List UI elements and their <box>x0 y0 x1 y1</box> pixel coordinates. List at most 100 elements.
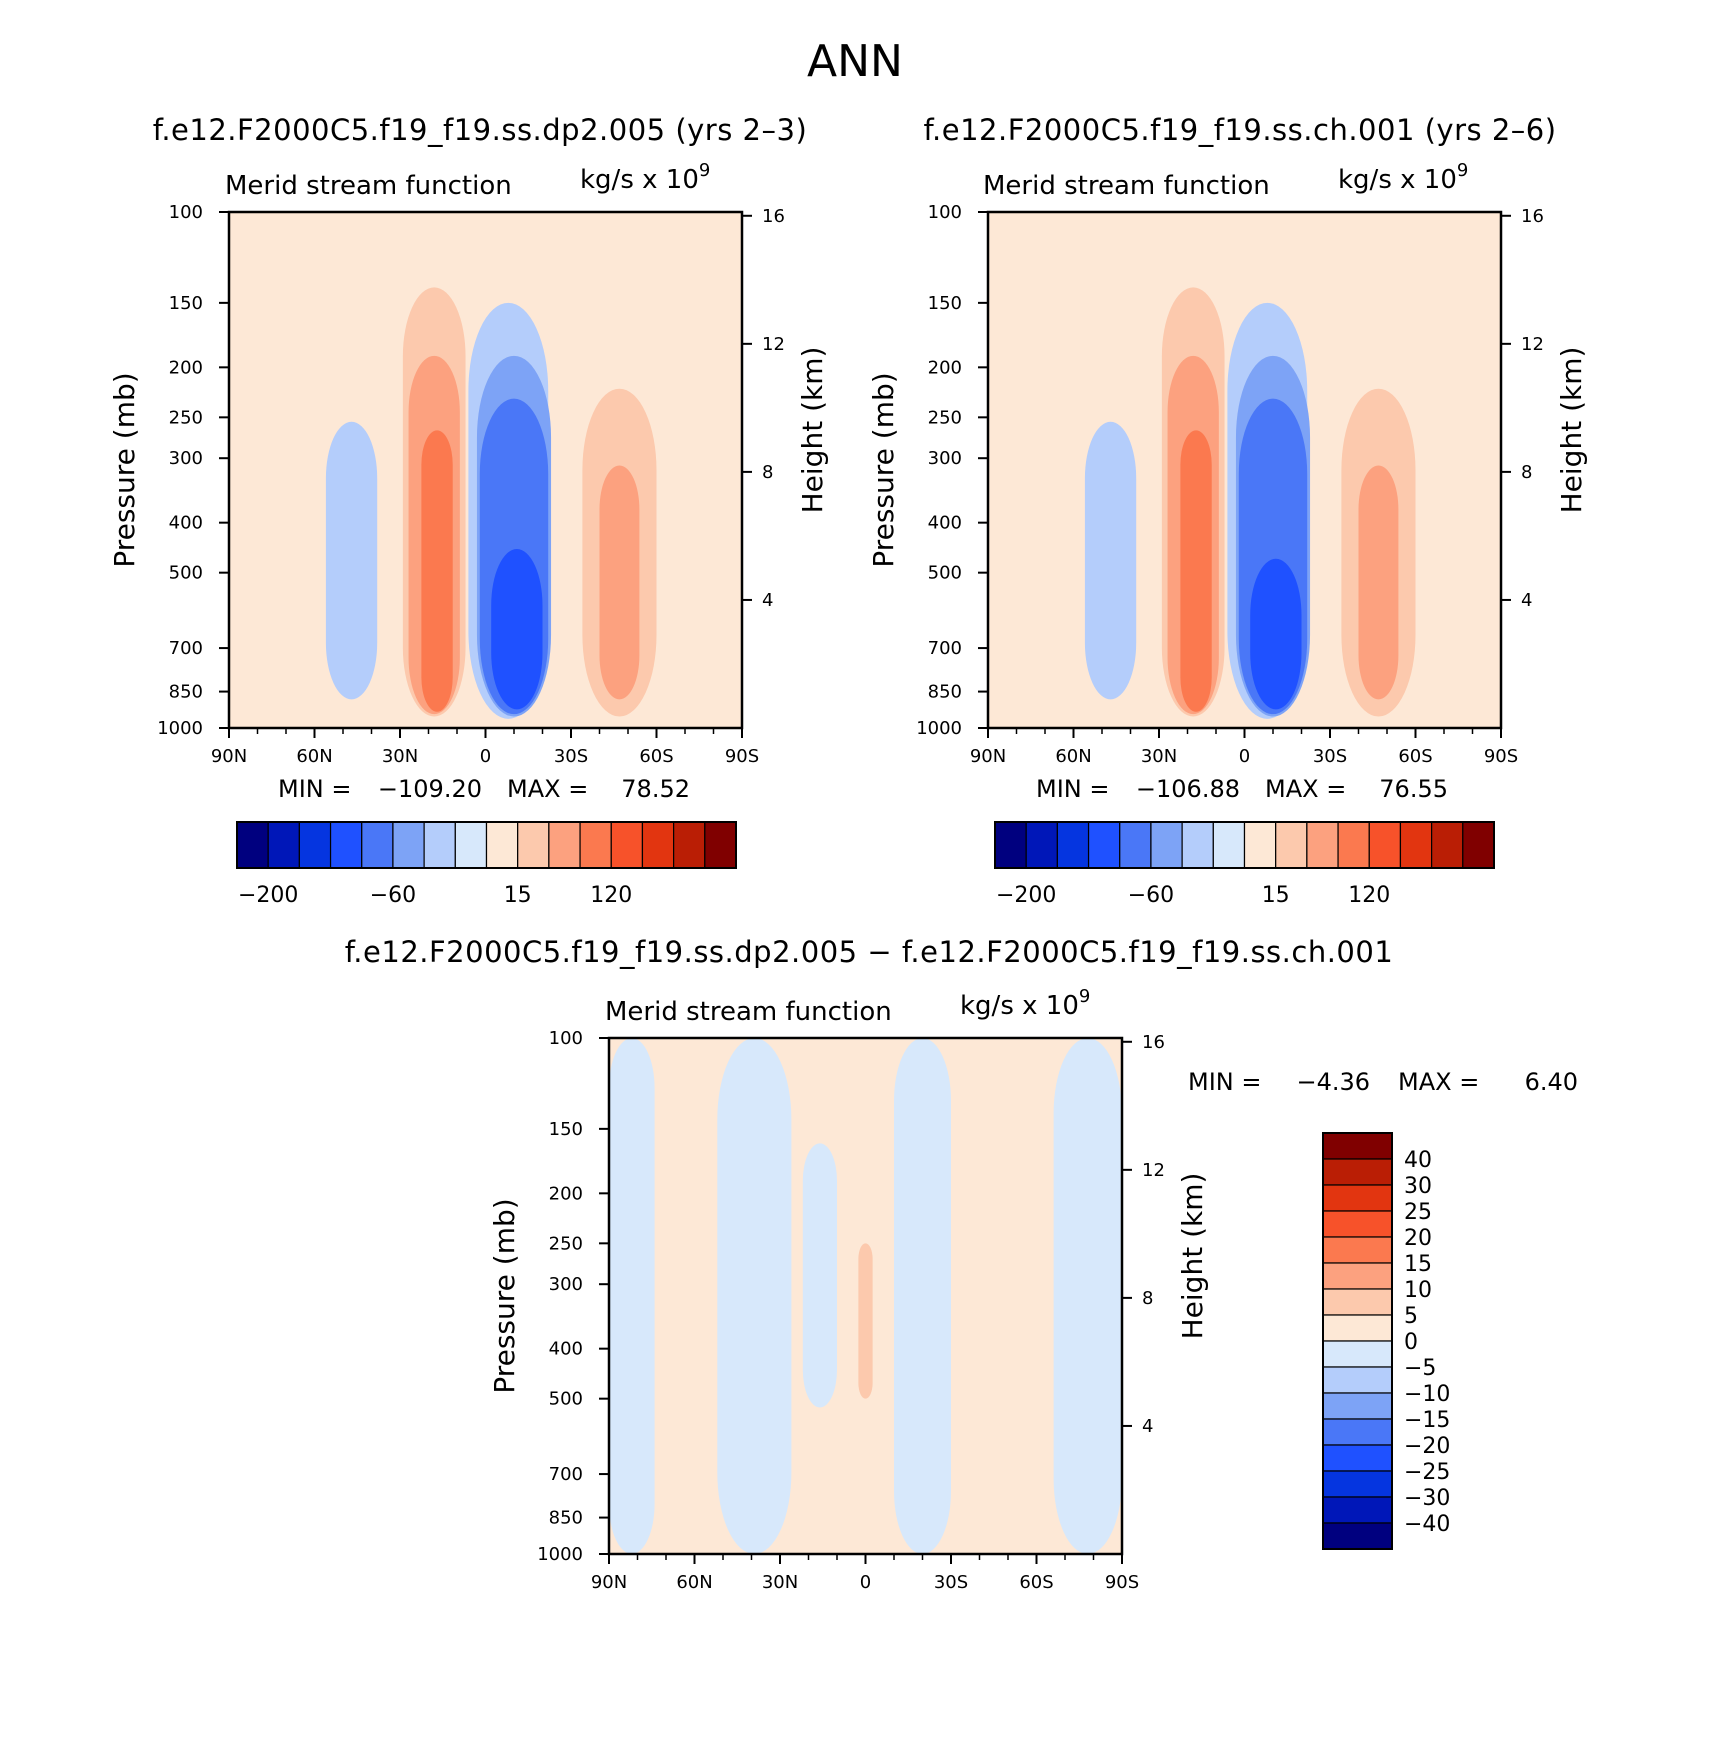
colorbar-swatch <box>1087 821 1121 869</box>
y-tick-label: 300 <box>928 448 962 469</box>
colorbar-swatch <box>298 821 332 869</box>
colorbar-swatch <box>1322 1288 1393 1316</box>
colorbar-frame <box>236 821 737 869</box>
y-tick-label: 100 <box>928 202 962 223</box>
x-tick-label: 0 <box>1239 746 1250 767</box>
panel-3-title: f.e12.F2000C5.f19_f19.ss.dp2.005 − f.e12… <box>345 935 1394 969</box>
panel-3-min-label: MIN = <box>1188 1068 1261 1096</box>
colorbar-label: 120 <box>590 883 632 908</box>
contour-cells <box>609 1038 1122 1554</box>
y-tick-label: 100 <box>549 1028 583 1049</box>
colorbar-swatch <box>1212 821 1246 869</box>
colorbar-label: −5 <box>1404 1356 1436 1381</box>
colorbar-swatch <box>1150 821 1183 869</box>
colorbar-swatch <box>548 821 581 869</box>
panel-1-min-label: MIN = <box>278 775 351 803</box>
panel-1-title: f.e12.F2000C5.f19_f19.ss.dp2.005 (yrs 2–… <box>153 113 808 147</box>
colorbar-label: −25 <box>1404 1460 1450 1485</box>
y-tick-label: 700 <box>928 638 962 659</box>
panel-2: f.e12.F2000C5.f19_f19.ss.ch.001 (yrs 2–6… <box>867 113 1588 908</box>
x-tick-label: 30S <box>554 746 588 767</box>
y-tick-label: 500 <box>549 1389 583 1410</box>
panel-1-max-value: 78.52 <box>621 775 690 803</box>
y-tick-label: 100 <box>169 202 203 223</box>
y-tick-label: 250 <box>549 1233 583 1254</box>
panel-3-max-value: 6.40 <box>1525 1068 1578 1096</box>
y-tick-label: 150 <box>169 293 203 314</box>
contour-cell <box>894 1038 951 1554</box>
colorbar-label: −200 <box>996 883 1056 908</box>
y-tick-label: 200 <box>549 1183 583 1204</box>
colorbar-swatch <box>392 821 425 869</box>
colorbar-label: −20 <box>1404 1434 1450 1459</box>
panel-1-subtitle: Merid stream function <box>225 171 512 201</box>
colorbar-swatch <box>1181 821 1214 869</box>
colorbar-swatch <box>1025 821 1058 869</box>
colorbar-swatch <box>485 821 519 869</box>
y2-tick-label: 4 <box>1521 590 1532 611</box>
y2-tick-label: 8 <box>1142 1288 1153 1309</box>
y-tick-label: 850 <box>928 682 962 703</box>
y-tick-label: 1000 <box>916 718 962 739</box>
colorbar-swatch <box>579 821 612 869</box>
colorbar-label: 120 <box>1348 883 1390 908</box>
contour-cell <box>491 549 543 710</box>
y-tick-label: 250 <box>169 407 203 428</box>
y-tick-label: 400 <box>549 1339 583 1360</box>
colorbar-label: 40 <box>1404 1148 1432 1173</box>
y2-axis-label: Height (km) <box>1555 347 1588 514</box>
colorbar-swatch <box>1322 1184 1393 1212</box>
colorbar-swatch <box>1322 1444 1393 1472</box>
colorbar-swatch <box>1368 821 1402 869</box>
colorbar-swatch <box>1322 1340 1393 1368</box>
x-tick-label: 90S <box>1105 1572 1139 1593</box>
colorbar-swatch <box>673 821 706 869</box>
panel-3: f.e12.F2000C5.f19_f19.ss.dp2.005 − f.e12… <box>345 935 1578 1593</box>
x-tick-label: 30N <box>762 1572 798 1593</box>
colorbar-label: 0 <box>1404 1330 1418 1355</box>
colorbar-swatch <box>1322 1314 1393 1342</box>
y2-axis-label: Height (km) <box>796 347 829 514</box>
y-axis-label: Pressure (mb) <box>488 1198 521 1393</box>
colorbar-swatch <box>1322 1132 1393 1160</box>
y2-tick-label: 16 <box>1521 206 1544 227</box>
colorbar-label: 25 <box>1404 1200 1432 1225</box>
panel-2-plot-area: 90N 60N 30N 0 30S 60S 90S 100 150 200 250 300 400 500… <box>867 202 1588 767</box>
x-tick-label: 30S <box>1313 746 1347 767</box>
panel-3-units: kg/s x 109 <box>960 986 1090 1021</box>
y2-tick-label: 16 <box>762 206 785 227</box>
colorbar-label: 20 <box>1404 1226 1432 1251</box>
y-tick-label: 150 <box>549 1119 583 1140</box>
colorbar-label: −30 <box>1404 1486 1450 1511</box>
y-tick-label: 300 <box>549 1274 583 1295</box>
x-tick-label: 60N <box>676 1572 712 1593</box>
x-tick-label: 60N <box>296 746 332 767</box>
y2-tick-label: 8 <box>762 462 773 483</box>
colorbar-swatch <box>1322 1418 1393 1446</box>
x-tick-label: 90S <box>725 746 759 767</box>
colorbar-label: −200 <box>238 883 298 908</box>
y-tick-label: 200 <box>928 357 962 378</box>
y2-tick-label: 12 <box>762 334 785 355</box>
colorbar-label: 15 <box>504 883 532 908</box>
colorbar-swatch <box>1119 821 1152 869</box>
y-axis-label: Pressure (mb) <box>108 372 141 567</box>
x-tick-label: 60S <box>1398 746 1432 767</box>
x-tick-label: 90S <box>1484 746 1518 767</box>
y2-tick-label: 4 <box>762 590 773 611</box>
panel-2-colorbar: −200 −60 15 120 <box>994 821 1495 908</box>
contour-cell <box>421 430 453 712</box>
y-tick-label: 1000 <box>157 718 203 739</box>
contour-cell <box>1084 421 1137 700</box>
x-tick-label: 60S <box>1019 1572 1053 1593</box>
colorbar-label: −15 <box>1404 1408 1450 1433</box>
y-tick-label: 400 <box>928 513 962 534</box>
y-tick-label: 150 <box>928 293 962 314</box>
y-tick-label: 400 <box>169 513 203 534</box>
colorbar-swatch <box>1322 1366 1393 1394</box>
colorbar-swatch <box>1306 821 1339 869</box>
panel-1-min-value: −109.20 <box>378 775 482 803</box>
colorbar-swatch <box>1322 1470 1393 1498</box>
contour-cell <box>325 421 378 700</box>
y-tick-label: 500 <box>928 563 962 584</box>
